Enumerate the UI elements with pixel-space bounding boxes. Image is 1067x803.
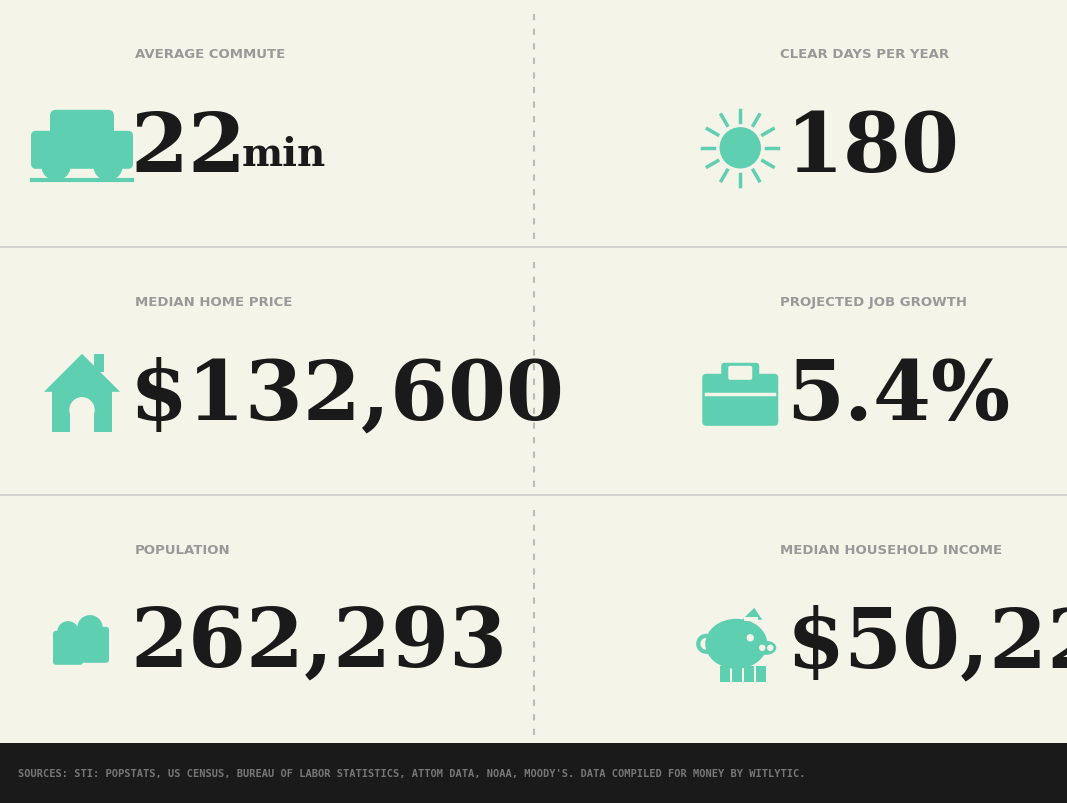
Bar [732,666,743,682]
Text: MEDIAN HOUSEHOLD INCOME: MEDIAN HOUSEHOLD INCOME [780,544,1002,556]
Text: 22: 22 [130,108,246,189]
Bar [52,390,112,432]
Bar [0,743,1067,803]
Text: 5.4%: 5.4% [786,357,1010,436]
Bar [757,666,766,682]
Circle shape [58,622,78,642]
Circle shape [42,153,70,181]
Polygon shape [743,608,762,620]
Text: $50,222: $50,222 [786,604,1067,684]
Circle shape [70,398,94,422]
FancyBboxPatch shape [702,374,778,426]
Ellipse shape [705,619,767,669]
Text: 262,293: 262,293 [130,604,507,684]
Circle shape [747,635,753,641]
Text: $132,600: $132,600 [130,357,566,436]
Bar [745,666,754,682]
Text: MEDIAN HOME PRICE: MEDIAN HOME PRICE [136,296,292,308]
Bar [745,617,759,621]
Text: CLEAR DAYS PER YEAR: CLEAR DAYS PER YEAR [780,48,950,61]
FancyBboxPatch shape [75,627,109,663]
Circle shape [720,128,761,169]
Ellipse shape [757,641,777,655]
Text: AVERAGE COMMUTE: AVERAGE COMMUTE [136,48,285,61]
Text: PROJECTED JOB GROWTH: PROJECTED JOB GROWTH [780,296,968,308]
Circle shape [78,616,102,640]
FancyBboxPatch shape [729,366,752,381]
FancyBboxPatch shape [50,111,114,145]
Text: 180: 180 [786,108,960,189]
Circle shape [94,153,122,181]
Text: SOURCES: STI: POPSTATS, US CENSUS, BUREAU OF LABOR STATISTICS, ATTOM DATA, NOAA,: SOURCES: STI: POPSTATS, US CENSUS, BUREA… [18,768,806,778]
Text: POPULATION: POPULATION [136,544,230,556]
Circle shape [768,646,773,650]
FancyBboxPatch shape [31,132,133,169]
Bar [94,354,103,373]
FancyBboxPatch shape [721,363,760,383]
Circle shape [760,646,765,650]
Polygon shape [44,354,120,393]
Bar [70,408,94,432]
Text: min: min [242,136,327,173]
FancyBboxPatch shape [53,631,83,665]
Bar [720,666,730,682]
